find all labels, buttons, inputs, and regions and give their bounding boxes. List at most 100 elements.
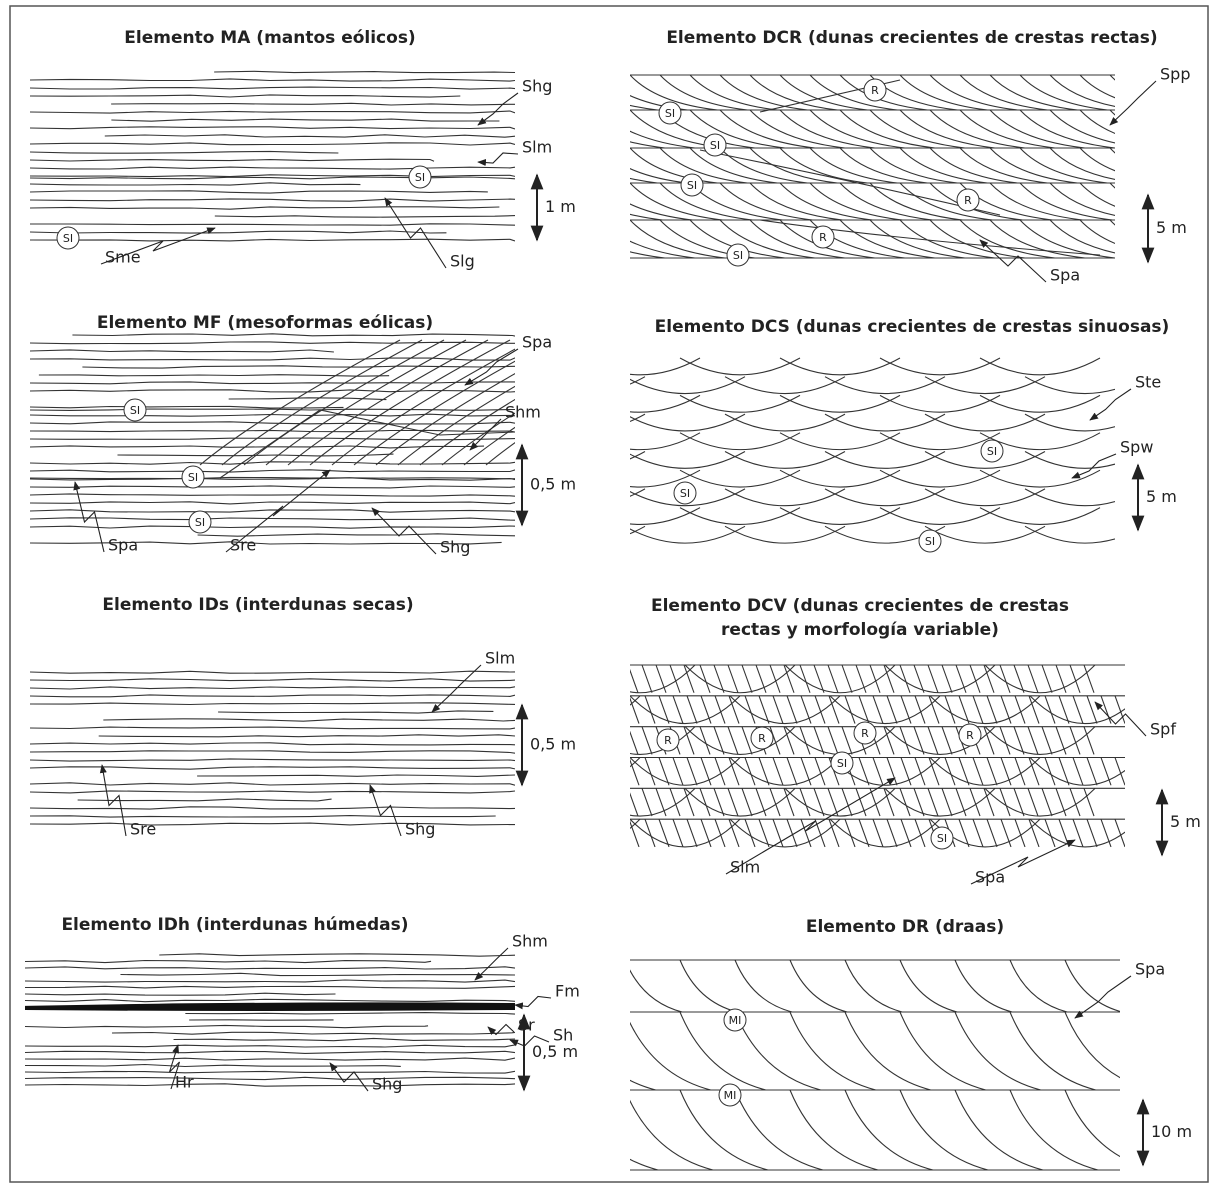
surface-marker xyxy=(830,751,854,775)
stratum-line xyxy=(644,757,656,786)
stratum-line xyxy=(25,1024,429,1029)
panel-title: Elemento MF (mesoformas eólicas) xyxy=(97,313,433,333)
leader-arrow xyxy=(369,784,402,837)
leader-arrow xyxy=(464,348,519,386)
stratum-line xyxy=(600,788,610,816)
stratum-line xyxy=(197,533,515,537)
stratum-line xyxy=(727,726,739,755)
stratum-line xyxy=(30,94,461,98)
stratum-line xyxy=(30,461,515,465)
stratum-line xyxy=(734,959,793,1013)
stratum-line xyxy=(30,726,515,730)
stratum-line xyxy=(1019,219,1115,259)
stratum-line xyxy=(1064,1089,1120,1158)
stratum-line xyxy=(1000,818,1012,848)
stratum-line xyxy=(844,695,856,724)
surface-marker xyxy=(718,1083,742,1107)
stratum-line xyxy=(884,664,996,694)
stratum-line xyxy=(30,758,515,762)
stratum-line xyxy=(30,126,515,130)
stratum-line xyxy=(955,788,967,817)
stratum-line xyxy=(30,437,515,441)
stratum-line xyxy=(72,333,515,337)
stratum-line xyxy=(30,541,502,545)
surface-marker xyxy=(680,173,704,197)
stratum-line xyxy=(630,394,701,413)
stratum-line xyxy=(959,74,1048,111)
stratum-line xyxy=(30,176,515,180)
stratum-line xyxy=(684,787,796,817)
stratum-line xyxy=(30,190,488,194)
leader-arrow xyxy=(384,197,447,269)
leader-arrow xyxy=(168,1044,181,1090)
stratum-line xyxy=(30,86,515,90)
stratum-line xyxy=(858,695,870,724)
stratum-line xyxy=(25,1076,515,1081)
stratum-line xyxy=(1024,488,1115,507)
stratum-line xyxy=(630,664,696,694)
stratum-line xyxy=(879,469,1001,488)
stratum-line xyxy=(741,726,753,755)
stratum-line xyxy=(630,1099,714,1171)
stratum-line xyxy=(1014,818,1026,848)
stratum-line xyxy=(809,147,898,184)
stratum-line xyxy=(630,757,741,786)
stratum-line xyxy=(969,788,981,817)
stratum-line xyxy=(1079,74,1115,99)
facies-label: Sme xyxy=(105,248,141,267)
stratum-line xyxy=(614,665,624,693)
stratum-line xyxy=(744,695,756,724)
stratum-line xyxy=(173,1037,515,1042)
stratum-line xyxy=(899,959,958,1013)
stratum-line xyxy=(584,788,594,816)
surface-marker xyxy=(863,78,887,102)
stratum-line xyxy=(729,695,841,725)
stratum-line xyxy=(1064,959,1120,1012)
stratum-line xyxy=(789,1011,876,1091)
stratum-line xyxy=(1029,818,1125,848)
stratum-line xyxy=(1027,664,1039,693)
surface-code: R xyxy=(819,231,827,244)
scale-label: 0,5 m xyxy=(530,475,576,494)
surface-code: SI xyxy=(837,757,847,770)
stratum-line xyxy=(103,718,515,722)
stratum-line xyxy=(755,788,767,817)
stratum-line xyxy=(111,1031,515,1035)
stratum-line xyxy=(809,182,903,221)
leader-arrow xyxy=(73,481,105,553)
stratum-line xyxy=(884,726,996,755)
stratum-line xyxy=(38,374,390,377)
stratum-line xyxy=(500,788,510,816)
stratum-line xyxy=(786,757,798,786)
stratum-line xyxy=(30,686,515,690)
stratum-line xyxy=(630,357,701,376)
stratum-line xyxy=(800,757,812,786)
stratum-line xyxy=(979,432,1101,451)
stratum-line xyxy=(813,664,825,693)
stratum-line xyxy=(900,757,912,786)
stratum-line xyxy=(111,102,515,106)
stratum-line xyxy=(463,426,515,466)
stratum-line xyxy=(630,787,696,817)
stratum-line xyxy=(630,130,696,149)
stratum-line xyxy=(669,664,681,693)
stratum-line xyxy=(719,74,808,111)
stratum-line xyxy=(924,525,1046,544)
surface-code: SI xyxy=(987,445,997,458)
stratum-line xyxy=(655,788,667,817)
stratum-line xyxy=(829,695,941,725)
stratum-line xyxy=(883,726,895,755)
stratum-line xyxy=(929,757,1041,786)
stratum-line xyxy=(899,664,911,693)
stratum-line xyxy=(913,788,925,817)
stratum-line xyxy=(989,109,1086,149)
stratum-line xyxy=(929,695,1041,725)
stratum-line xyxy=(1019,147,1108,184)
surface-marker xyxy=(723,1008,747,1032)
stratum-line xyxy=(528,665,538,693)
stratum-line xyxy=(714,695,726,724)
panel-title: Elemento MA (mantos eólicos) xyxy=(124,28,415,48)
surface-marker xyxy=(980,439,1004,463)
stratum-line xyxy=(899,182,993,221)
stratum-line xyxy=(1064,1011,1120,1079)
